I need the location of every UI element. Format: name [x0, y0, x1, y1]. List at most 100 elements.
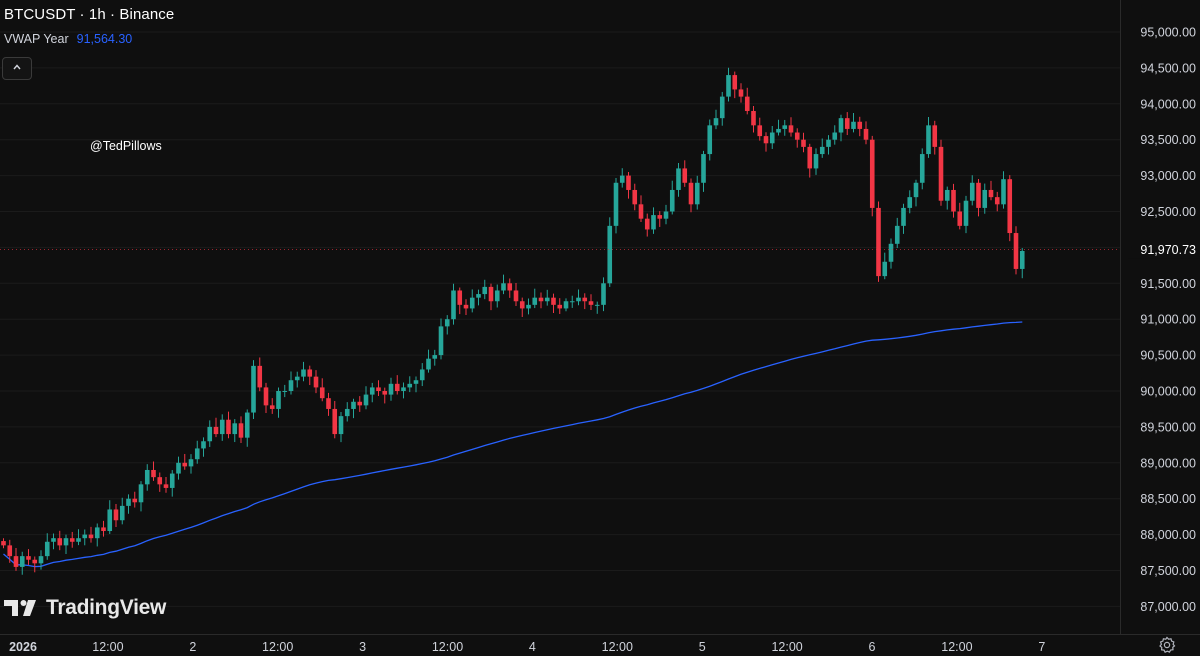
- candle-body: [701, 154, 706, 183]
- candle-body: [482, 286, 488, 295]
- candle-body: [244, 412, 250, 438]
- candle-body: [288, 380, 294, 391]
- candle: [919, 148, 925, 190]
- price-tick-label: 88,500.00: [1140, 492, 1196, 506]
- candle-body: [607, 225, 613, 284]
- candle-body: [769, 132, 775, 144]
- candle-body: [651, 215, 656, 230]
- candle-body: [819, 146, 825, 155]
- candle-body: [101, 527, 106, 532]
- candle: [926, 117, 931, 158]
- candle-body: [644, 218, 650, 230]
- candle-body: [563, 301, 569, 309]
- candle: [788, 117, 794, 137]
- candle-body: [813, 154, 819, 169]
- candle: [969, 175, 975, 206]
- time-tick-label: 12:00: [602, 640, 633, 654]
- candle: [757, 117, 763, 141]
- candle: [613, 178, 619, 234]
- candle: [457, 287, 463, 315]
- candle: [726, 67, 731, 102]
- candle: [576, 289, 581, 306]
- candle: [1013, 226, 1019, 275]
- time-tick-label: 12:00: [262, 640, 293, 654]
- candle-body: [144, 469, 150, 485]
- candle: [351, 398, 356, 419]
- candle: [326, 392, 331, 416]
- candle-body: [713, 118, 719, 126]
- candle-body: [569, 301, 575, 303]
- candle: [857, 116, 863, 137]
- candle-body: [438, 326, 444, 356]
- last-price-label: 91,970.73: [1140, 243, 1196, 257]
- candle-body: [657, 215, 663, 219]
- candle: [44, 533, 50, 560]
- price-tick-label: 92,500.00: [1140, 205, 1196, 219]
- candle-body: [463, 304, 469, 309]
- candle-body: [401, 387, 406, 391]
- candle: [13, 547, 19, 571]
- candle-body: [976, 182, 981, 208]
- last-price-badge: [1128, 240, 1200, 259]
- candle-body: [876, 207, 881, 277]
- candle-body: [663, 211, 669, 219]
- candle-body: [926, 125, 931, 155]
- candle: [607, 217, 613, 287]
- candle: [832, 125, 838, 145]
- candle: [632, 183, 638, 211]
- candle: [938, 139, 944, 206]
- candle-body: [907, 197, 913, 208]
- candle-body: [526, 304, 531, 309]
- candle-body: [69, 538, 75, 542]
- candle: [588, 294, 594, 311]
- candle: [63, 534, 69, 554]
- candle: [482, 279, 488, 300]
- price-axis[interactable]: 95,000.00 94,500.00 94,000.00 93,500.00 93,0…: [1120, 0, 1200, 656]
- candle-body: [938, 146, 944, 201]
- candle: [594, 301, 600, 314]
- candle-body: [63, 538, 69, 546]
- candle-body: [369, 387, 375, 395]
- tradingview-logo[interactable]: TradingView: [4, 596, 166, 620]
- candle-body: [344, 408, 350, 417]
- candle-body: [582, 297, 588, 302]
- candle-body: [282, 391, 288, 392]
- time-tick-label: 2026: [9, 640, 37, 654]
- candle: [369, 382, 375, 403]
- candle-body: [588, 301, 594, 305]
- candle: [963, 195, 969, 234]
- gear-icon[interactable]: [1158, 636, 1176, 654]
- candle: [544, 289, 550, 306]
- candle: [719, 91, 725, 126]
- candle: [951, 183, 956, 218]
- candle-body: [1019, 250, 1025, 269]
- candle-body: [544, 297, 550, 302]
- candle: [644, 213, 650, 237]
- candle: [69, 531, 75, 548]
- candle-body: [351, 401, 356, 409]
- candle: [1001, 171, 1006, 209]
- candle-body: [776, 128, 781, 133]
- candle: [476, 289, 481, 306]
- candle: [619, 168, 625, 188]
- candle: [344, 402, 350, 422]
- candle: [551, 293, 556, 314]
- candle: [763, 132, 769, 152]
- price-tick-label: 87,000.00: [1140, 600, 1196, 614]
- candle-body: [576, 297, 581, 302]
- candle: [469, 289, 475, 313]
- candle-body: [688, 182, 694, 205]
- time-axis[interactable]: 2026 12:00 2 12:00 3 12:00 4 12:00 5 12:00 6 12:00 7: [0, 634, 1200, 655]
- legend-collapse-button[interactable]: [2, 57, 32, 80]
- candle-body: [313, 376, 319, 388]
- candle: [944, 186, 950, 210]
- price-tick-label: 87,500.00: [1140, 564, 1196, 578]
- candle-body: [738, 89, 744, 97]
- candle-body: [988, 189, 994, 198]
- candle-body: [513, 290, 519, 302]
- candle: [426, 349, 431, 373]
- candle-body: [469, 297, 475, 309]
- candle-body: [376, 387, 381, 391]
- candle: [332, 400, 338, 439]
